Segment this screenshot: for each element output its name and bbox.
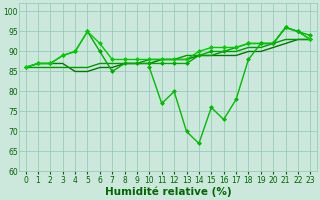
- X-axis label: Humidité relative (%): Humidité relative (%): [105, 186, 231, 197]
